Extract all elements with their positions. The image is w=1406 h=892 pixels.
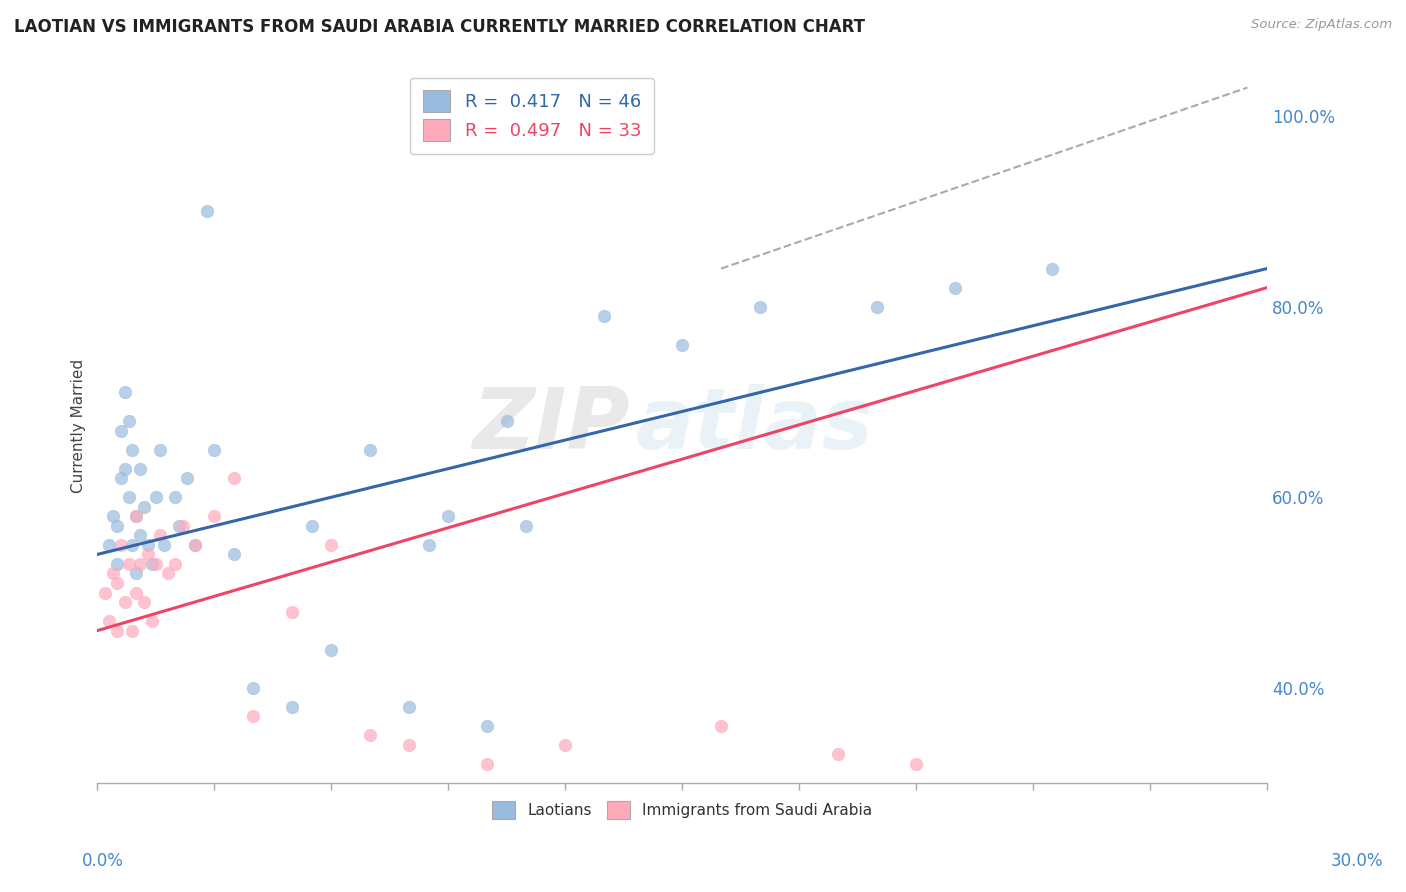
Point xyxy=(125,566,148,581)
Point xyxy=(671,338,693,352)
Point xyxy=(359,442,381,457)
Point xyxy=(94,585,117,599)
Point xyxy=(281,699,304,714)
Point xyxy=(125,509,148,524)
Point xyxy=(398,738,420,752)
Point xyxy=(117,414,139,428)
Text: 0.0%: 0.0% xyxy=(82,852,124,870)
Text: ZIP: ZIP xyxy=(472,384,630,467)
Point xyxy=(101,566,124,581)
Point xyxy=(117,490,139,504)
Point xyxy=(125,509,148,524)
Point xyxy=(477,756,499,771)
Point xyxy=(165,557,187,571)
Point xyxy=(121,538,143,552)
Point xyxy=(110,538,132,552)
Point xyxy=(301,518,323,533)
Point xyxy=(242,709,264,723)
Point xyxy=(136,538,159,552)
Point xyxy=(129,557,152,571)
Point xyxy=(136,548,159,562)
Point xyxy=(398,699,420,714)
Point xyxy=(943,280,966,294)
Point xyxy=(152,538,174,552)
Point xyxy=(110,471,132,485)
Point xyxy=(105,624,128,638)
Point xyxy=(105,576,128,591)
Point xyxy=(121,624,143,638)
Point xyxy=(477,719,499,733)
Point xyxy=(172,518,194,533)
Text: atlas: atlas xyxy=(636,384,873,467)
Point xyxy=(141,557,163,571)
Point xyxy=(145,490,167,504)
Point xyxy=(165,490,187,504)
Point xyxy=(202,442,225,457)
Text: Source: ZipAtlas.com: Source: ZipAtlas.com xyxy=(1251,18,1392,31)
Point xyxy=(98,614,121,628)
Point xyxy=(114,595,136,609)
Point xyxy=(129,528,152,542)
Point xyxy=(105,518,128,533)
Point xyxy=(195,204,218,219)
Point xyxy=(184,538,207,552)
Point xyxy=(114,385,136,400)
Point xyxy=(125,585,148,599)
Point xyxy=(515,518,537,533)
Point xyxy=(905,756,928,771)
Point xyxy=(176,471,198,485)
Legend: Laotians, Immigrants from Saudi Arabia: Laotians, Immigrants from Saudi Arabia xyxy=(486,795,879,825)
Point xyxy=(141,614,163,628)
Point xyxy=(110,424,132,438)
Point xyxy=(710,719,733,733)
Point xyxy=(554,738,576,752)
Text: 30.0%: 30.0% xyxy=(1330,852,1384,870)
Point xyxy=(134,500,156,514)
Point xyxy=(114,461,136,475)
Point xyxy=(184,538,207,552)
Point xyxy=(281,605,304,619)
Point xyxy=(359,728,381,742)
Point xyxy=(437,509,460,524)
Point xyxy=(1042,261,1064,276)
Point xyxy=(149,442,172,457)
Point xyxy=(167,518,190,533)
Point xyxy=(222,471,245,485)
Point xyxy=(134,595,156,609)
Y-axis label: Currently Married: Currently Married xyxy=(72,359,86,493)
Point xyxy=(242,681,264,695)
Point xyxy=(202,509,225,524)
Point xyxy=(98,538,121,552)
Point xyxy=(149,528,172,542)
Point xyxy=(495,414,517,428)
Point xyxy=(321,538,343,552)
Point xyxy=(866,300,889,314)
Point xyxy=(749,300,772,314)
Point xyxy=(827,747,849,762)
Point xyxy=(321,642,343,657)
Point xyxy=(121,442,143,457)
Point xyxy=(117,557,139,571)
Point xyxy=(129,461,152,475)
Point xyxy=(145,557,167,571)
Point xyxy=(222,548,245,562)
Point xyxy=(101,509,124,524)
Point xyxy=(418,538,440,552)
Point xyxy=(105,557,128,571)
Point xyxy=(156,566,179,581)
Text: LAOTIAN VS IMMIGRANTS FROM SAUDI ARABIA CURRENTLY MARRIED CORRELATION CHART: LAOTIAN VS IMMIGRANTS FROM SAUDI ARABIA … xyxy=(14,18,865,36)
Point xyxy=(593,310,616,324)
